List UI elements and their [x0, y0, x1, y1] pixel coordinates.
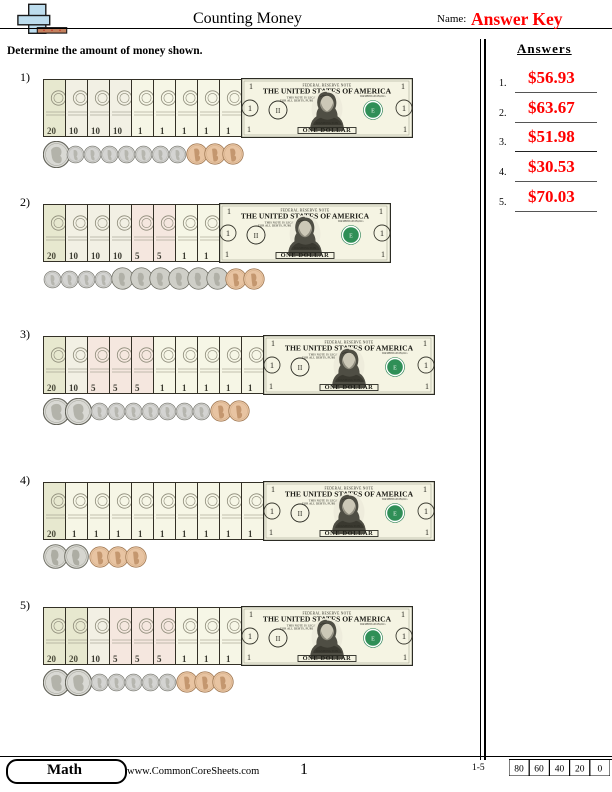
svg-text:5: 5 — [157, 251, 162, 261]
svg-text:1: 1 — [226, 383, 231, 393]
svg-text:1: 1 — [160, 529, 165, 539]
svg-text:5: 5 — [157, 654, 162, 664]
svg-text:20: 20 — [69, 654, 79, 664]
svg-text:1: 1 — [94, 529, 99, 539]
svg-text:1: 1 — [226, 529, 231, 539]
svg-text:10: 10 — [113, 251, 123, 261]
svg-text:10: 10 — [113, 126, 123, 136]
svg-text:10: 10 — [91, 654, 101, 664]
svg-text:20: 20 — [47, 251, 57, 261]
svg-text:80: 80 — [514, 765, 524, 775]
svg-text:1: 1 — [138, 529, 143, 539]
svg-text:10: 10 — [69, 126, 79, 136]
svg-text:0: 0 — [598, 765, 603, 775]
svg-text:5: 5 — [91, 383, 96, 393]
svg-text:5: 5 — [135, 654, 140, 664]
svg-text:1: 1 — [138, 126, 143, 136]
svg-text:5: 5 — [135, 251, 140, 261]
svg-text:1: 1 — [226, 654, 231, 664]
svg-text:1: 1 — [72, 529, 77, 539]
svg-text:1: 1 — [182, 383, 187, 393]
svg-text:5: 5 — [113, 654, 118, 664]
svg-text:1: 1 — [204, 654, 209, 664]
svg-text:1: 1 — [182, 251, 187, 261]
svg-text:40: 40 — [555, 765, 565, 775]
svg-text:1: 1 — [248, 529, 253, 539]
svg-text:10: 10 — [69, 383, 79, 393]
svg-text:10: 10 — [91, 126, 101, 136]
svg-text:5: 5 — [135, 383, 140, 393]
svg-text:1: 1 — [160, 383, 165, 393]
svg-text:20: 20 — [47, 383, 57, 393]
svg-text:1: 1 — [116, 529, 121, 539]
svg-text:20: 20 — [575, 765, 585, 775]
svg-text:20: 20 — [47, 654, 57, 664]
svg-text:1: 1 — [182, 654, 187, 664]
svg-text:1: 1 — [182, 529, 187, 539]
svg-text:1: 1 — [204, 529, 209, 539]
svg-text:1: 1 — [182, 126, 187, 136]
svg-text:1: 1 — [204, 126, 209, 136]
svg-text:1: 1 — [204, 383, 209, 393]
svg-text:60: 60 — [534, 765, 544, 775]
svg-text:20: 20 — [47, 529, 57, 539]
svg-text:10: 10 — [69, 251, 79, 261]
svg-text:1: 1 — [226, 126, 231, 136]
svg-text:10: 10 — [91, 251, 101, 261]
svg-text:20: 20 — [47, 126, 57, 136]
svg-text:1: 1 — [204, 251, 209, 261]
svg-text:1: 1 — [248, 383, 253, 393]
svg-text:1: 1 — [160, 126, 165, 136]
svg-text:5: 5 — [113, 383, 118, 393]
